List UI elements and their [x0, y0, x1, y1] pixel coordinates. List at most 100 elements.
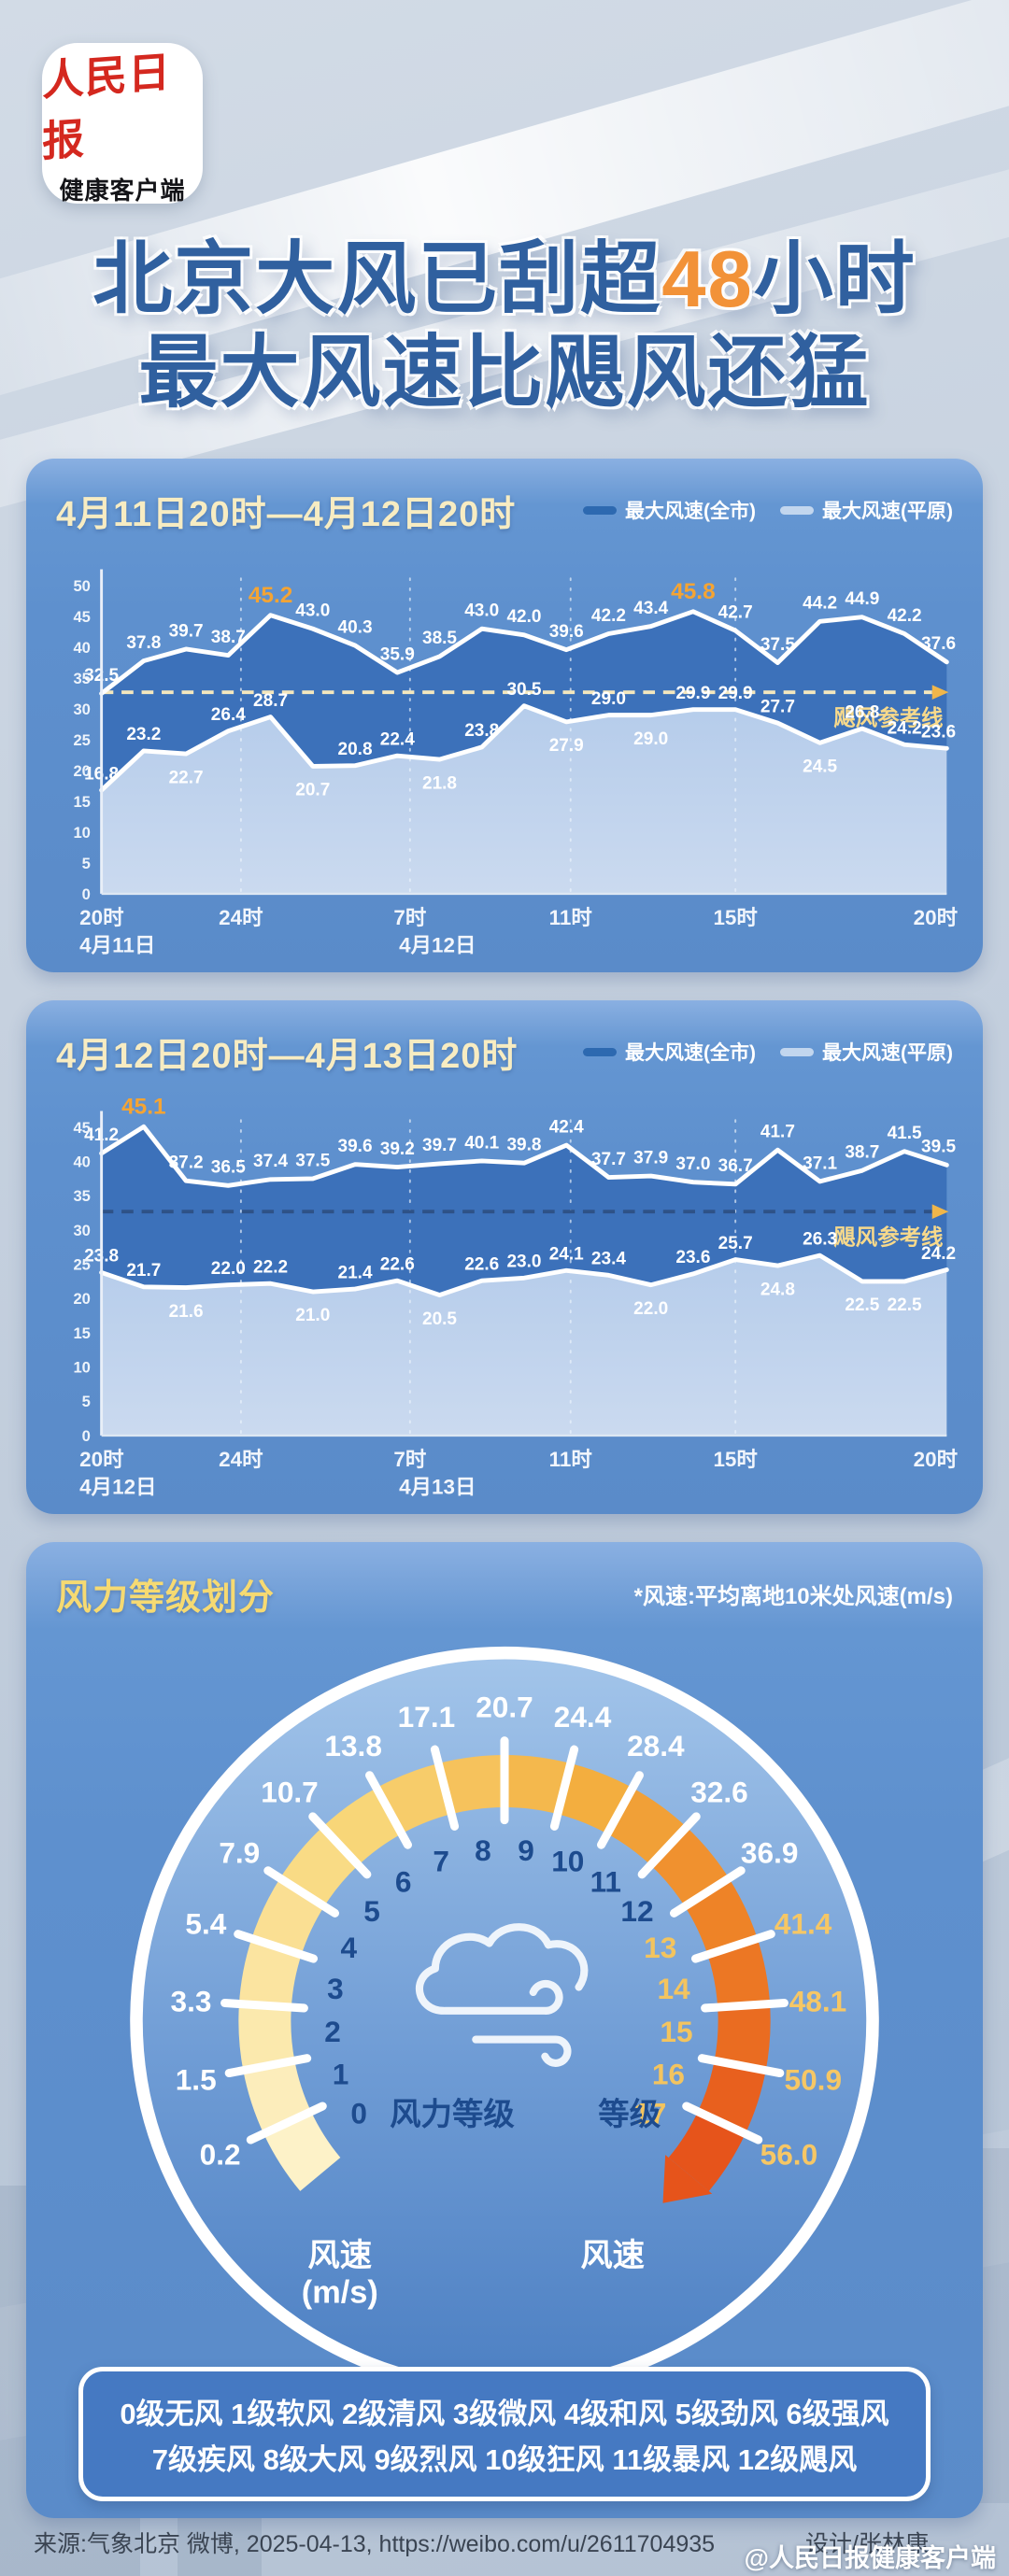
svg-text:44.9: 44.9 — [845, 589, 879, 609]
panel-head: 4月11日20时—4月12日20时 最大风速(全市) 最大风速(平原) — [56, 485, 953, 536]
svg-text:11时: 11时 — [549, 906, 592, 929]
svg-text:37.8: 37.8 — [126, 632, 161, 652]
svg-text:43.4: 43.4 — [633, 599, 668, 618]
logo-line2: 健康客户端 — [59, 176, 186, 205]
axes — [100, 1111, 947, 1437]
beaufort-gauge: 0.21.53.35.47.910.713.817.1 20.7 24.428.43… — [129, 1646, 880, 2396]
svg-text:21.0: 21.0 — [295, 1306, 330, 1325]
svg-text:10: 10 — [551, 1844, 584, 1877]
axes — [100, 569, 947, 895]
legend-item-plain: 最大风速(平原) — [780, 496, 953, 524]
svg-text:28.7: 28.7 — [253, 690, 288, 710]
svg-text:42.2: 42.2 — [591, 605, 626, 625]
svg-text:4月11日: 4月11日 — [79, 933, 155, 956]
svg-text:39.6: 39.6 — [338, 1137, 373, 1156]
svg-text:43.0: 43.0 — [295, 601, 330, 620]
svg-text:45: 45 — [73, 607, 90, 625]
svg-text:4月12日: 4月12日 — [79, 1475, 156, 1498]
svg-text:13: 13 — [644, 1931, 676, 1964]
gauge-speed-labels: 0.21.53.35.47.910.713.817.1 20.7 24.428.43… — [171, 1691, 847, 2172]
svg-text:12: 12 — [620, 1894, 653, 1928]
svg-text:4月12日: 4月12日 — [399, 933, 476, 956]
svg-text:23.4: 23.4 — [591, 1249, 626, 1268]
svg-text:23.6: 23.6 — [675, 1248, 710, 1267]
svg-text:0: 0 — [350, 2096, 367, 2130]
svg-text:39.7: 39.7 — [422, 1136, 457, 1155]
svg-text:43.0: 43.0 — [464, 601, 499, 620]
chart2-title: 4月12日20时—4月13日20时 — [56, 1036, 519, 1076]
svg-text:24.4: 24.4 — [554, 1700, 612, 1734]
svg-text:40: 40 — [73, 1153, 90, 1170]
svg-text:22.6: 22.6 — [464, 1254, 499, 1274]
svg-text:20时: 20时 — [914, 1448, 958, 1471]
svg-text:20.7: 20.7 — [476, 1691, 533, 1724]
gauge-title: 风力等级划分 — [56, 1578, 276, 1619]
svg-text:5: 5 — [82, 854, 91, 871]
svg-text:37.9: 37.9 — [633, 1148, 668, 1168]
svg-text:7: 7 — [433, 1844, 449, 1877]
svg-text:42.4: 42.4 — [549, 1117, 584, 1137]
title-line2: 最大风速比飓风还猛 — [138, 329, 871, 418]
series-areas — [101, 611, 947, 894]
svg-text:14: 14 — [657, 1972, 690, 2005]
svg-text:26.8: 26.8 — [845, 702, 879, 722]
svg-text:10: 10 — [73, 1358, 90, 1376]
svg-text:22.0: 22.0 — [633, 1299, 668, 1319]
plain-series-label: 最大风速(平原) — [822, 501, 953, 523]
series-lines — [99, 608, 949, 793]
svg-text:22.0: 22.0 — [211, 1259, 246, 1279]
title-part1: 北京大风已刮超 — [92, 235, 662, 324]
svg-text:29.9: 29.9 — [675, 684, 710, 703]
svg-text:20: 20 — [73, 761, 90, 779]
svg-text:6: 6 — [395, 1865, 412, 1899]
svg-text:17.1: 17.1 — [398, 1700, 456, 1734]
svg-text:20时: 20时 — [79, 1448, 123, 1471]
svg-text:7时: 7时 — [393, 906, 426, 929]
svg-text:39.5: 39.5 — [921, 1138, 956, 1157]
chart-panel-apr11-12: 4月11日20时—4月12日20时 最大风速(全市) 最大风速(平原) 飓风参考… — [26, 458, 983, 972]
plain-value-labels: 23.821.721.622.022.221.021.422.620.522.6… — [84, 1229, 956, 1328]
svg-text:15: 15 — [73, 792, 90, 810]
svg-text:24.2: 24.2 — [921, 1244, 956, 1264]
svg-text:4: 4 — [340, 1931, 357, 1964]
y-axis-labels: 0 5 10 15 20 25 30 35 40 45 — [73, 1119, 90, 1445]
svg-text:26.4: 26.4 — [211, 705, 246, 725]
designer-text: 设计/张林康 — [805, 2530, 929, 2557]
legend-item-plain: 最大风速(平原) — [780, 1038, 953, 1066]
svg-text:飓风参考线: 飓风参考线 — [833, 704, 943, 729]
svg-text:37.4: 37.4 — [253, 1152, 288, 1171]
svg-text:37.6: 37.6 — [921, 634, 956, 654]
svg-text:24.1: 24.1 — [549, 1244, 584, 1264]
svg-text:13.8: 13.8 — [324, 1729, 382, 1762]
chart1-title: 4月11日20时—4月12日20时 — [56, 494, 517, 534]
svg-text:7.9: 7.9 — [219, 1835, 260, 1869]
svg-text:22.5: 22.5 — [888, 1295, 922, 1315]
renmin-ribao-logo: 人民日报 健康客户端 — [42, 43, 203, 205]
svg-text:9: 9 — [518, 1833, 534, 1867]
svg-text:15时: 15时 — [713, 1448, 757, 1471]
svg-text:35.9: 35.9 — [380, 644, 415, 664]
svg-text:29.0: 29.0 — [633, 729, 668, 748]
svg-text:23.8: 23.8 — [464, 721, 499, 741]
svg-text:39.6: 39.6 — [549, 622, 584, 642]
source-text: 来源:气象北京 微博, 2025-04-13, https://weibo.co… — [34, 2530, 716, 2557]
svg-text:38.7: 38.7 — [845, 1142, 879, 1162]
svg-text:0: 0 — [82, 1427, 91, 1445]
wind-levels-line1: 0级无风 1级软风 2级清风 3级微风 4级和风 5级劲风 6级强风 — [120, 2397, 889, 2430]
svg-text:41.4: 41.4 — [775, 1907, 832, 1941]
svg-text:7时: 7时 — [393, 1448, 426, 1471]
watermark: @人民日报健康客户端 — [744, 2543, 996, 2572]
hurricane-refline: 飓风参考线 — [101, 684, 949, 729]
svg-text:42.0: 42.0 — [506, 607, 541, 627]
svg-text:15: 15 — [73, 1324, 90, 1342]
svg-text:37.2: 37.2 — [169, 1153, 204, 1172]
citywide-line — [99, 1124, 949, 1188]
svg-text:20.8: 20.8 — [338, 740, 373, 759]
svg-text:30.5: 30.5 — [506, 680, 541, 700]
svg-text:15: 15 — [660, 2015, 692, 2048]
svg-text:36.5: 36.5 — [211, 1158, 246, 1178]
svg-text:10: 10 — [73, 823, 90, 841]
svg-text:21.8: 21.8 — [422, 773, 457, 793]
